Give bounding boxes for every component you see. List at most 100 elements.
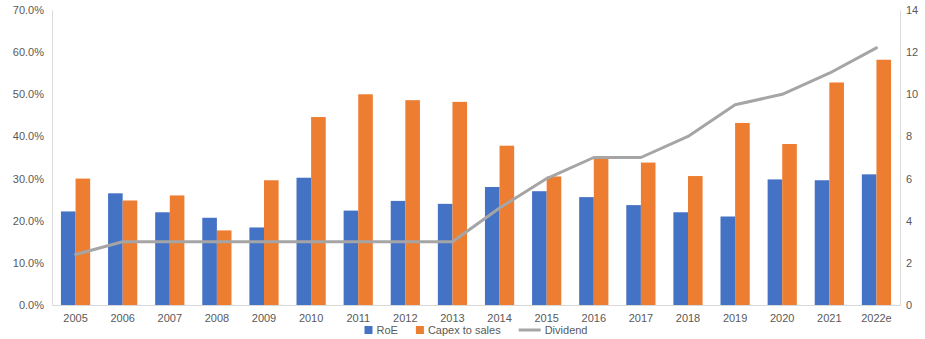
bar: [485, 187, 500, 305]
y2-axis: 0 2 4 6 8 10 12 14: [900, 4, 918, 311]
tick-label: 60.0%: [13, 46, 44, 58]
tick: 4: [900, 215, 912, 227]
tick: 2010: [299, 305, 323, 324]
tick-label: 6: [906, 173, 912, 185]
tick: 30.0%: [13, 173, 52, 185]
tick-label: 4: [906, 215, 912, 227]
tick-label: 2013: [440, 312, 464, 324]
tick: 0: [900, 299, 912, 311]
tick-label: 40.0%: [13, 130, 44, 142]
bar: [768, 179, 783, 305]
tick: 2008: [205, 305, 229, 324]
tick-label: 2019: [723, 312, 747, 324]
tick-label: 2008: [205, 312, 229, 324]
tick-label: 2010: [299, 312, 323, 324]
bar: [579, 197, 594, 305]
tick: 12: [900, 46, 918, 58]
bar: [170, 195, 185, 305]
bar: [452, 102, 467, 305]
tick-label: 2021: [817, 312, 841, 324]
bar: [438, 204, 453, 305]
tick: 2022e: [861, 305, 892, 324]
tick: 2011: [346, 305, 370, 324]
bar: [876, 60, 891, 305]
tick: 50.0%: [13, 88, 52, 100]
tick: 10.0%: [13, 257, 52, 269]
bar: [594, 158, 609, 306]
tick-label: 2020: [770, 312, 794, 324]
tick-label: 2015: [534, 312, 558, 324]
tick-label: 2011: [346, 312, 370, 324]
tick: 8: [900, 130, 912, 142]
bar: [155, 212, 170, 305]
bar: [688, 176, 703, 305]
legend-item: Capex to sales: [416, 324, 501, 336]
tick: 14: [900, 4, 918, 16]
tick-label: 20.0%: [13, 215, 44, 227]
bar: [344, 211, 359, 305]
legend-swatch: [365, 326, 373, 334]
tick: 2: [900, 257, 912, 269]
line: [76, 48, 877, 255]
tick: 10: [900, 88, 918, 100]
tick-label: 2014: [487, 312, 511, 324]
bar: [358, 94, 373, 305]
bar: [829, 82, 844, 305]
bar: [61, 211, 76, 305]
tick: 70.0%: [13, 4, 52, 16]
tick: 0.0%: [19, 299, 52, 311]
axis-line: [53, 305, 901, 306]
tick: 60.0%: [13, 46, 52, 58]
bar: [782, 144, 797, 305]
x-axis: 2005 2006 2007 2008 2009 2010 2011 2012 2013 2014…: [53, 305, 901, 324]
tick: 2009: [252, 305, 276, 324]
legend-label: RoE: [377, 324, 398, 336]
legend-label: Capex to sales: [428, 324, 501, 336]
tick-label: 2009: [252, 312, 276, 324]
tick-label: 2005: [63, 312, 87, 324]
bar: [202, 218, 217, 305]
bar: [547, 176, 562, 305]
bar: [405, 100, 420, 305]
bar: [391, 201, 406, 305]
tick-label: 12: [906, 46, 918, 58]
tick-label: 30.0%: [13, 173, 44, 185]
tick: 2007: [158, 305, 182, 324]
tick: 2021: [817, 305, 841, 324]
legend-swatch: [416, 326, 424, 334]
tick-label: 2018: [676, 312, 700, 324]
tick: 2018: [676, 305, 700, 324]
bar: [500, 146, 515, 305]
tick: 2020: [770, 305, 794, 324]
tick: 2017: [629, 305, 653, 324]
bar: [815, 180, 830, 305]
y-axis: 0.0% 10.0% 20.0% 30.0% 40.0% 50.0% 60.0% 70.0%: [13, 4, 53, 311]
bar: [735, 123, 750, 305]
legend-item: RoE: [365, 324, 398, 336]
legend-item: Dividend: [519, 324, 588, 336]
bar: [626, 205, 641, 305]
bar: [721, 217, 736, 306]
bar: [108, 193, 123, 305]
axis-line: [52, 11, 53, 306]
tick-label: 2016: [582, 312, 606, 324]
legend-swatch: [519, 329, 541, 332]
tick: 2013: [440, 305, 464, 324]
chart: 0.0%10.0%20.0%30.0%40.0%50.0%60.0%70.0%0…: [0, 0, 925, 339]
tick-label: 2006: [110, 312, 134, 324]
bar: [76, 179, 91, 305]
tick: 2019: [723, 305, 747, 324]
bar: [673, 212, 688, 305]
tick-label: 2: [906, 257, 912, 269]
tick-label: 2017: [629, 312, 653, 324]
tick: 2016: [582, 305, 606, 324]
bar: [311, 117, 326, 305]
bar-series: [61, 174, 876, 305]
bar: [532, 191, 547, 305]
legend: RoE Capex to sales Dividend: [365, 324, 588, 336]
tick-label: 10: [906, 88, 918, 100]
tick: 2015: [534, 305, 558, 324]
tick: 20.0%: [13, 215, 52, 227]
tick-label: 2012: [393, 312, 417, 324]
bar: [862, 174, 877, 305]
